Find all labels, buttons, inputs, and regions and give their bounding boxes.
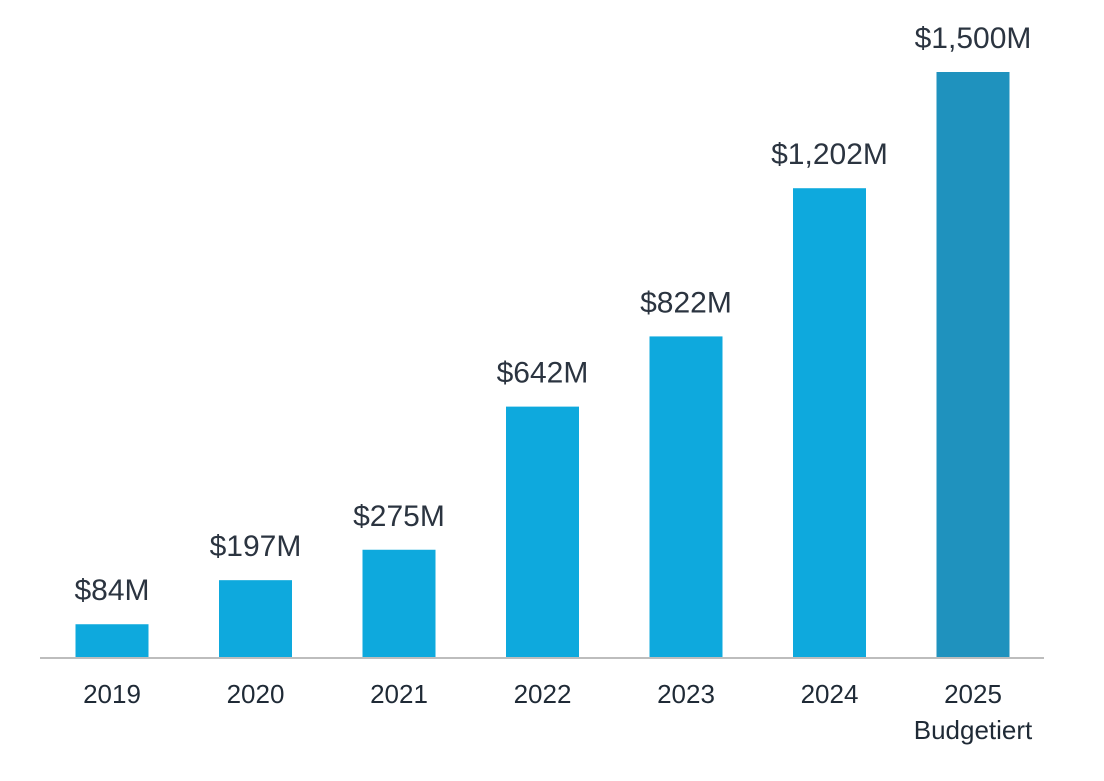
category-label-2022: 2022 (514, 679, 572, 709)
category-label-2024: 2024 (801, 679, 859, 709)
category-label-2025: 2025 (944, 679, 1002, 709)
value-label-2020: $197M (210, 530, 302, 563)
bar-2023 (649, 336, 723, 657)
bar-2022 (506, 406, 579, 657)
value-labels-group: $84M $197M $275M $642M $822M $1,202M $1,500M (74, 22, 1031, 607)
bar-2024 (793, 188, 866, 657)
category-label-2020: 2020 (227, 679, 285, 709)
category-label-2021: 2021 (370, 679, 428, 709)
category-label-2019: 2019 (83, 679, 141, 709)
value-label-2019: $84M (74, 574, 149, 607)
bar-2019 (75, 624, 149, 657)
category-sublabel-2025: Budgetiert (914, 715, 1033, 745)
value-label-2024: $1,202M (771, 138, 888, 171)
value-label-2025: $1,500M (915, 22, 1032, 55)
bar-2021 (362, 549, 436, 657)
bar-2020 (219, 580, 292, 657)
value-label-2023: $822M (640, 286, 732, 319)
value-label-2021: $275M (353, 500, 445, 533)
bar-2025 (936, 72, 1010, 657)
value-label-2022: $642M (497, 357, 589, 390)
category-labels-group: 2019 2020 2021 2022 2023 2024 2025 Budgetiert (83, 679, 1033, 745)
bars-group (75, 72, 1010, 657)
category-label-2023: 2023 (657, 679, 715, 709)
